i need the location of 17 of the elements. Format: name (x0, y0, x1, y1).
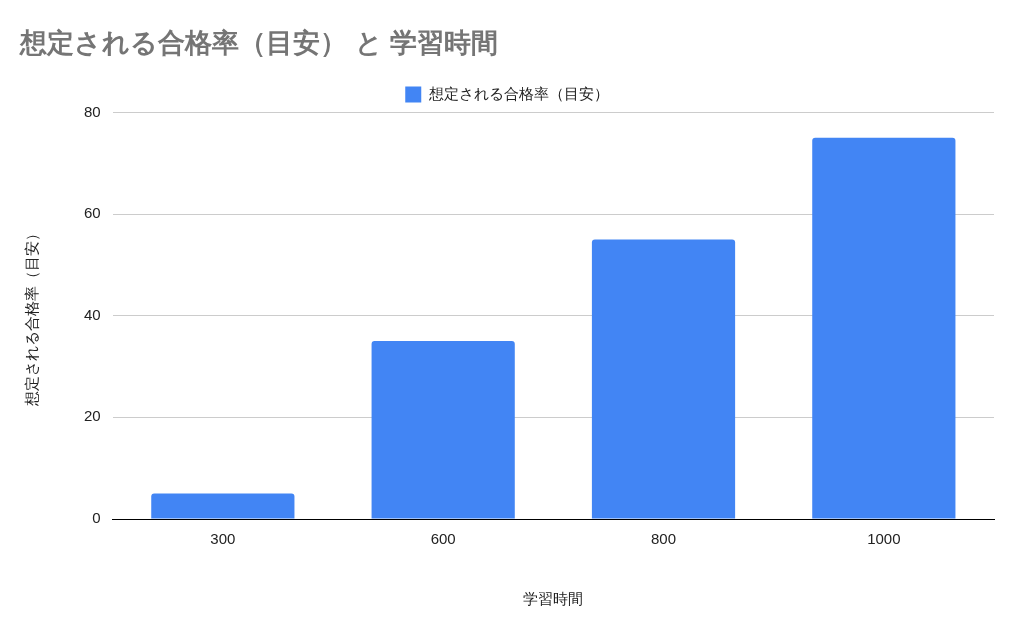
x-tick-label: 600 (430, 530, 456, 548)
bar (591, 239, 736, 519)
bar (151, 493, 295, 519)
y-tick-label: 60 (84, 204, 101, 222)
y-axis-title: 想定される合格率（目安） (23, 225, 41, 407)
y-tick-label: 20 (84, 407, 101, 425)
bar (371, 341, 515, 519)
legend-label: 想定される合格率（目安） (427, 84, 609, 102)
x-tick-label: 800 (650, 530, 677, 548)
chart-title: 想定される合格率（目安） と 学習時間 (19, 27, 499, 58)
bar (812, 137, 956, 519)
x-tick-label: 300 (210, 530, 236, 548)
y-tick-label: 80 (84, 102, 101, 120)
x-tick-label: 1000 (867, 530, 901, 548)
y-tick-label: 0 (92, 509, 101, 527)
x-axis-title: 学習時間 (523, 590, 584, 608)
y-tick-label: 40 (84, 305, 101, 323)
